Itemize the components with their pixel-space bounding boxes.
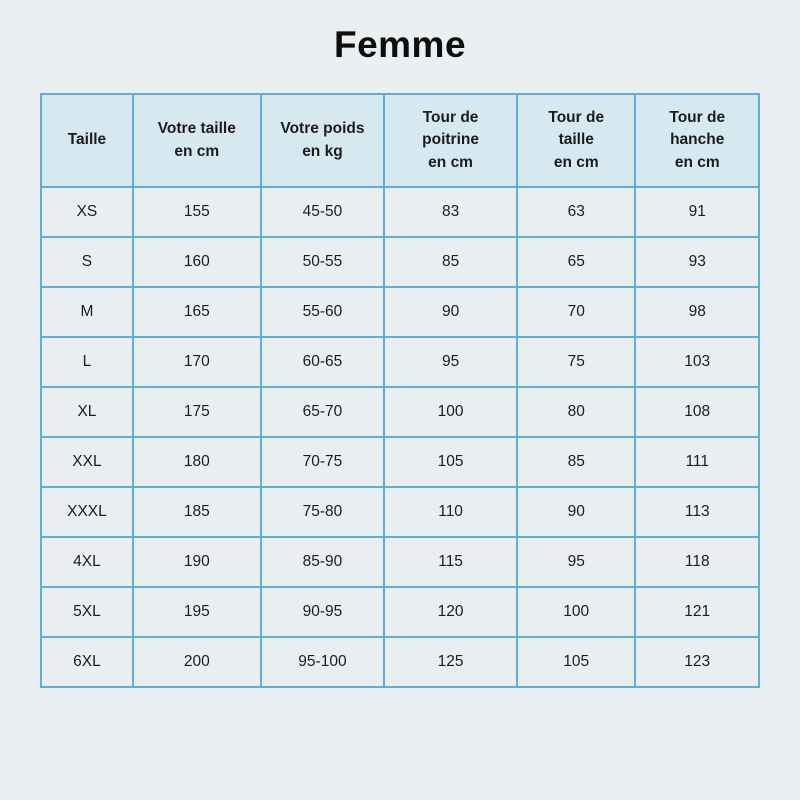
- hip-cell: 123: [634, 636, 760, 688]
- waist-cell: 75: [515, 336, 637, 388]
- weight-cell: 55-60: [259, 286, 386, 338]
- waist-cell: 63: [515, 186, 637, 238]
- weight-cell: 70-75: [259, 436, 386, 488]
- column-header-weight: Votre poids en kg: [259, 93, 386, 188]
- column-header-hip: Tour de hanche en cm: [634, 93, 760, 188]
- chest-cell: 120: [383, 586, 518, 638]
- weight-cell: 60-65: [259, 336, 386, 388]
- waist-cell: 100: [515, 586, 637, 638]
- table-row: 4XL 190 85-90 115 95 118: [40, 536, 760, 588]
- table-row: L 170 60-65 95 75 103: [40, 336, 760, 388]
- hip-cell: 113: [634, 486, 760, 538]
- weight-cell: 85-90: [259, 536, 386, 588]
- chest-cell: 100: [383, 386, 518, 438]
- size-cell: L: [40, 336, 134, 388]
- waist-cell: 90: [515, 486, 637, 538]
- size-cell: XL: [40, 386, 134, 438]
- table-row: XS 155 45-50 83 63 91: [40, 186, 760, 238]
- waist-cell: 85: [515, 436, 637, 488]
- height-cell: 185: [131, 486, 262, 538]
- weight-cell: 75-80: [259, 486, 386, 538]
- waist-cell: 70: [515, 286, 637, 338]
- size-cell: XXXL: [40, 486, 134, 538]
- column-header-size: Taille: [40, 93, 134, 188]
- column-header-chest: Tour de poitrine en cm: [383, 93, 518, 188]
- size-cell: 5XL: [40, 586, 134, 638]
- hip-cell: 98: [634, 286, 760, 338]
- hip-cell: 103: [634, 336, 760, 388]
- table-row: XXL 180 70-75 105 85 111: [40, 436, 760, 488]
- chest-cell: 85: [383, 236, 518, 288]
- waist-cell: 65: [515, 236, 637, 288]
- hip-cell: 91: [634, 186, 760, 238]
- size-chart-table: Taille Votre taille en cm Votre poids en…: [40, 93, 760, 688]
- hip-cell: 108: [634, 386, 760, 438]
- chest-cell: 105: [383, 436, 518, 488]
- height-cell: 170: [131, 336, 262, 388]
- table-row: 5XL 195 90-95 120 100 121: [40, 586, 760, 638]
- height-cell: 180: [131, 436, 262, 488]
- column-header-waist: Tour de taille en cm: [515, 93, 637, 188]
- waist-cell: 105: [515, 636, 637, 688]
- chest-cell: 90: [383, 286, 518, 338]
- height-cell: 200: [131, 636, 262, 688]
- weight-cell: 50-55: [259, 236, 386, 288]
- size-cell: 4XL: [40, 536, 134, 588]
- table-header-row: Taille Votre taille en cm Votre poids en…: [40, 93, 760, 188]
- column-header-height: Votre taille en cm: [131, 93, 262, 188]
- chest-cell: 83: [383, 186, 518, 238]
- hip-cell: 121: [634, 586, 760, 638]
- size-cell: 6XL: [40, 636, 134, 688]
- chest-cell: 125: [383, 636, 518, 688]
- height-cell: 175: [131, 386, 262, 438]
- table-row: S 160 50-55 85 65 93: [40, 236, 760, 288]
- height-cell: 155: [131, 186, 262, 238]
- table-row: XL 175 65-70 100 80 108: [40, 386, 760, 438]
- table-row: M 165 55-60 90 70 98: [40, 286, 760, 338]
- size-cell: XXL: [40, 436, 134, 488]
- height-cell: 160: [131, 236, 262, 288]
- weight-cell: 90-95: [259, 586, 386, 638]
- weight-cell: 95-100: [259, 636, 386, 688]
- table-row: 6XL 200 95-100 125 105 123: [40, 636, 760, 688]
- hip-cell: 118: [634, 536, 760, 588]
- height-cell: 165: [131, 286, 262, 338]
- hip-cell: 111: [634, 436, 760, 488]
- waist-cell: 80: [515, 386, 637, 438]
- size-cell: XS: [40, 186, 134, 238]
- size-cell: S: [40, 236, 134, 288]
- chest-cell: 110: [383, 486, 518, 538]
- height-cell: 190: [131, 536, 262, 588]
- waist-cell: 95: [515, 536, 637, 588]
- height-cell: 195: [131, 586, 262, 638]
- table-row: XXXL 185 75-80 110 90 113: [40, 486, 760, 538]
- chest-cell: 115: [383, 536, 518, 588]
- size-cell: M: [40, 286, 134, 338]
- weight-cell: 65-70: [259, 386, 386, 438]
- page-title: Femme: [333, 24, 467, 65]
- hip-cell: 93: [634, 236, 760, 288]
- weight-cell: 45-50: [259, 186, 386, 238]
- chest-cell: 95: [383, 336, 518, 388]
